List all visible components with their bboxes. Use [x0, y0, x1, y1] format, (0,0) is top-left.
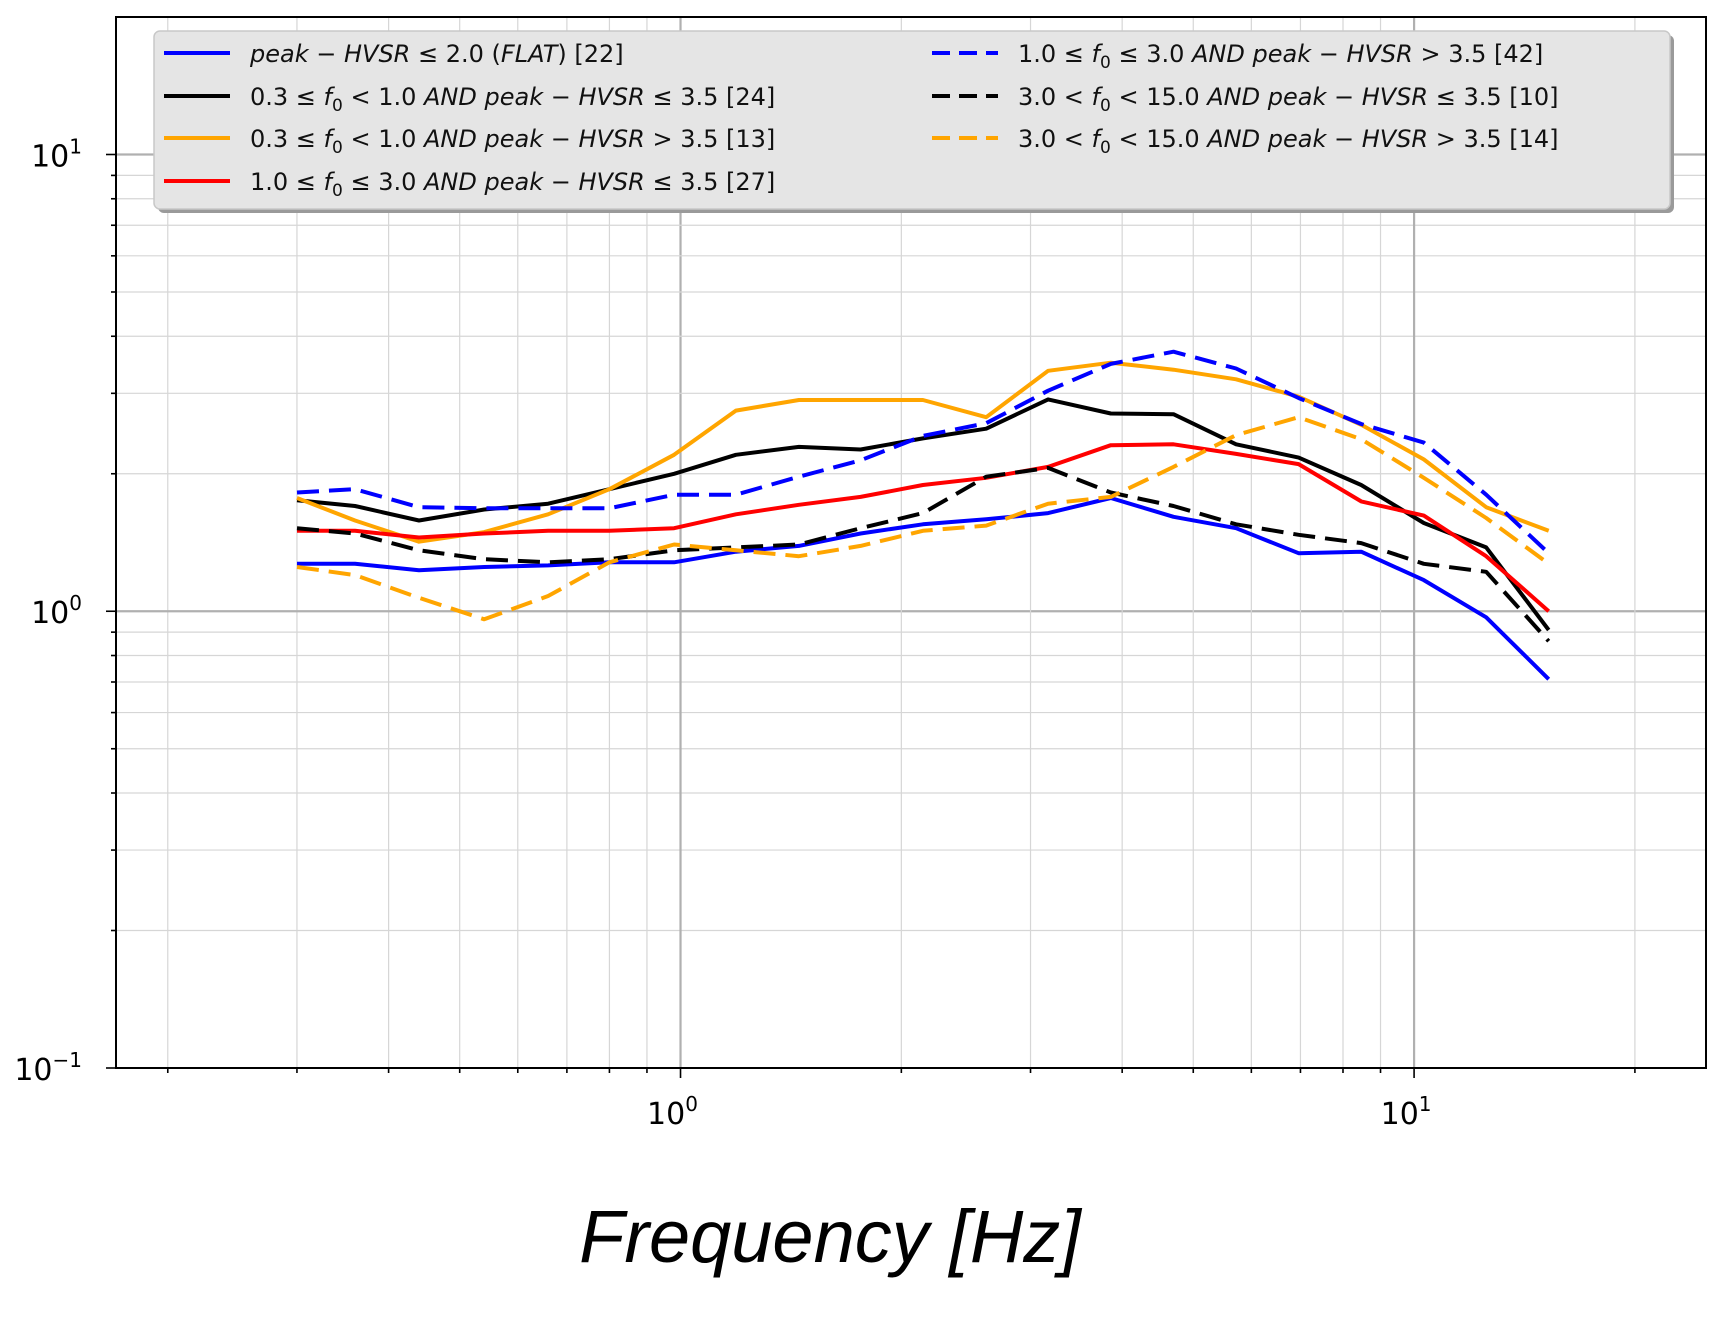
legend-label-5: 1.0 ≤ f0 ≤ 3.0 AND peak − HVSR > 3.5 [42…: [1018, 40, 1543, 73]
ticks: 100 101 10−1 100 101: [14, 134, 1636, 1132]
y-tick-label: 10−1: [14, 1048, 82, 1088]
series-line-7: [296, 415, 1550, 622]
x-tick-label: 100: [647, 1092, 698, 1132]
legend-label-6: 3.0 < f0 < 15.0 AND peak − HVSR ≤ 3.5 [1…: [1018, 83, 1559, 116]
series-lines: [296, 349, 1551, 681]
x-tick-label: 101: [1381, 1092, 1432, 1132]
x-axis-label: Frequency [Hz]: [579, 1195, 1082, 1278]
series-line-5: [296, 349, 1551, 555]
legend-box: [153, 30, 1671, 210]
legend-label-2: 0.3 ≤ f0 < 1.0 AND peak − HVSR ≤ 3.5 [24…: [250, 83, 775, 116]
legend: peak − HVSR ≤ 2.0 (FLAT) [22] 0.3 ≤ f0 < …: [153, 30, 1674, 213]
series-line-3: [296, 360, 1550, 544]
grid: [116, 17, 1706, 1068]
legend-label-1: peak − HVSR ≤ 2.0 (FLAT) [22]: [249, 40, 624, 68]
y-tick-label: 100: [31, 591, 82, 631]
series-line-6: [296, 465, 1551, 643]
legend-label-7: 3.0 < f0 < 15.0 AND peak − HVSR > 3.5 [1…: [1018, 125, 1559, 158]
axes-frame: [115, 16, 1707, 1069]
legend-label-3: 0.3 ≤ f0 < 1.0 AND peak − HVSR > 3.5 [13…: [250, 125, 775, 158]
series-line-4: [297, 442, 1551, 613]
series-line-2: [296, 397, 1551, 632]
y-tick-label: 101: [31, 134, 82, 174]
legend-label-4: 1.0 ≤ f0 ≤ 3.0 AND peak − HVSR ≤ 3.5 [27…: [250, 168, 775, 201]
series-line-1: [297, 496, 1551, 681]
